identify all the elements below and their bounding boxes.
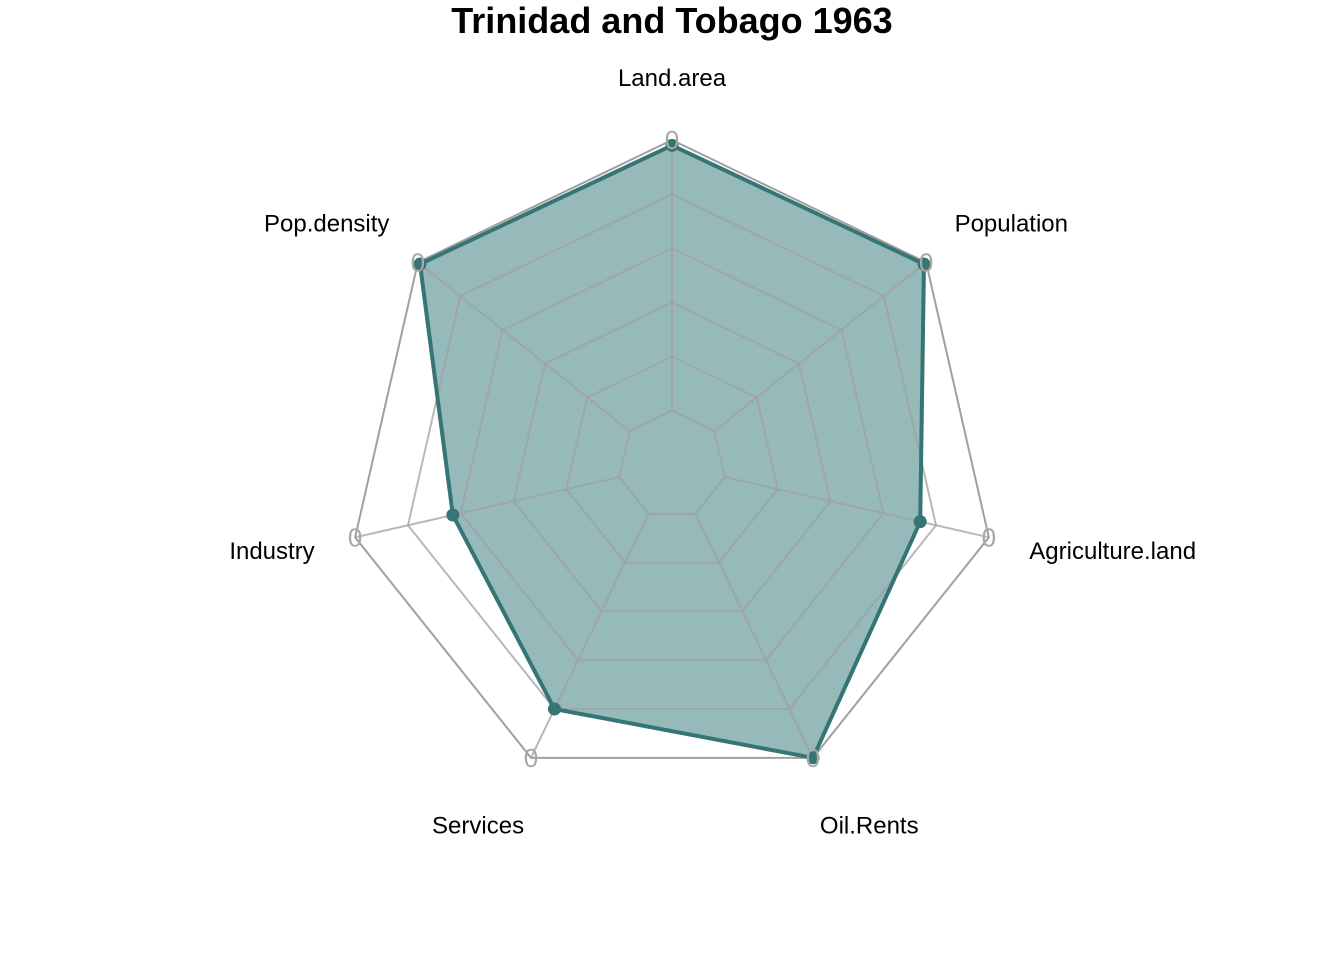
radar-inner-grid [354, 140, 990, 759]
spoke-population [713, 261, 927, 433]
spoke-pop-density [417, 261, 631, 433]
axis-zero-label: 0 [665, 125, 679, 155]
grid-ring-1 [618, 409, 726, 515]
axis-label-population: Population [955, 211, 1068, 238]
data-point-oil-rents [806, 751, 820, 765]
axis-label-land-area: Land.area [618, 65, 727, 92]
data-point-industry [446, 508, 460, 522]
axis-zero-label: 0 [411, 247, 425, 277]
chart-title: Trinidad and Tobago 1963 [451, 0, 892, 41]
grid-ring-4 [459, 247, 885, 662]
radar-series [420, 145, 924, 758]
axis-zero-label: 0 [524, 743, 538, 773]
spoke-services [530, 513, 650, 759]
axis-label-pop-density: Pop.density [264, 211, 389, 238]
grid-ring-outer [354, 138, 990, 759]
axis-label-oil-rents: Oil.Rents [820, 813, 919, 840]
radar-points [413, 138, 931, 765]
data-point-pop-density [413, 257, 427, 271]
radar-axis-labels: 0 Land.area 0 Population 0 Agriculture.land 0 O… [229, 65, 1196, 840]
data-point-population [917, 257, 931, 271]
data-point-services [547, 702, 561, 716]
axis-zero-label: 0 [919, 247, 933, 277]
grid-ring-2 [565, 355, 779, 564]
axis-label-agriculture-land: Agriculture.land [1029, 538, 1196, 565]
series-area [420, 145, 924, 758]
spoke-oil-rents [694, 513, 814, 759]
axis-label-services: Services [432, 813, 524, 840]
axis-zero-label: 0 [348, 522, 362, 552]
grid-ring-3 [512, 301, 832, 613]
spoke-agriculture-land [724, 476, 990, 539]
data-point-land-area [665, 138, 679, 152]
data-point-agriculture-land [913, 515, 927, 529]
radar-grid [354, 138, 990, 759]
axis-label-industry: Industry [229, 538, 314, 565]
grid-ring-5 [406, 193, 938, 711]
series-outline [418, 143, 926, 760]
axis-zero-label: 0 [982, 522, 996, 552]
spoke-industry [354, 476, 620, 539]
axis-zero-label: 0 [806, 743, 820, 773]
